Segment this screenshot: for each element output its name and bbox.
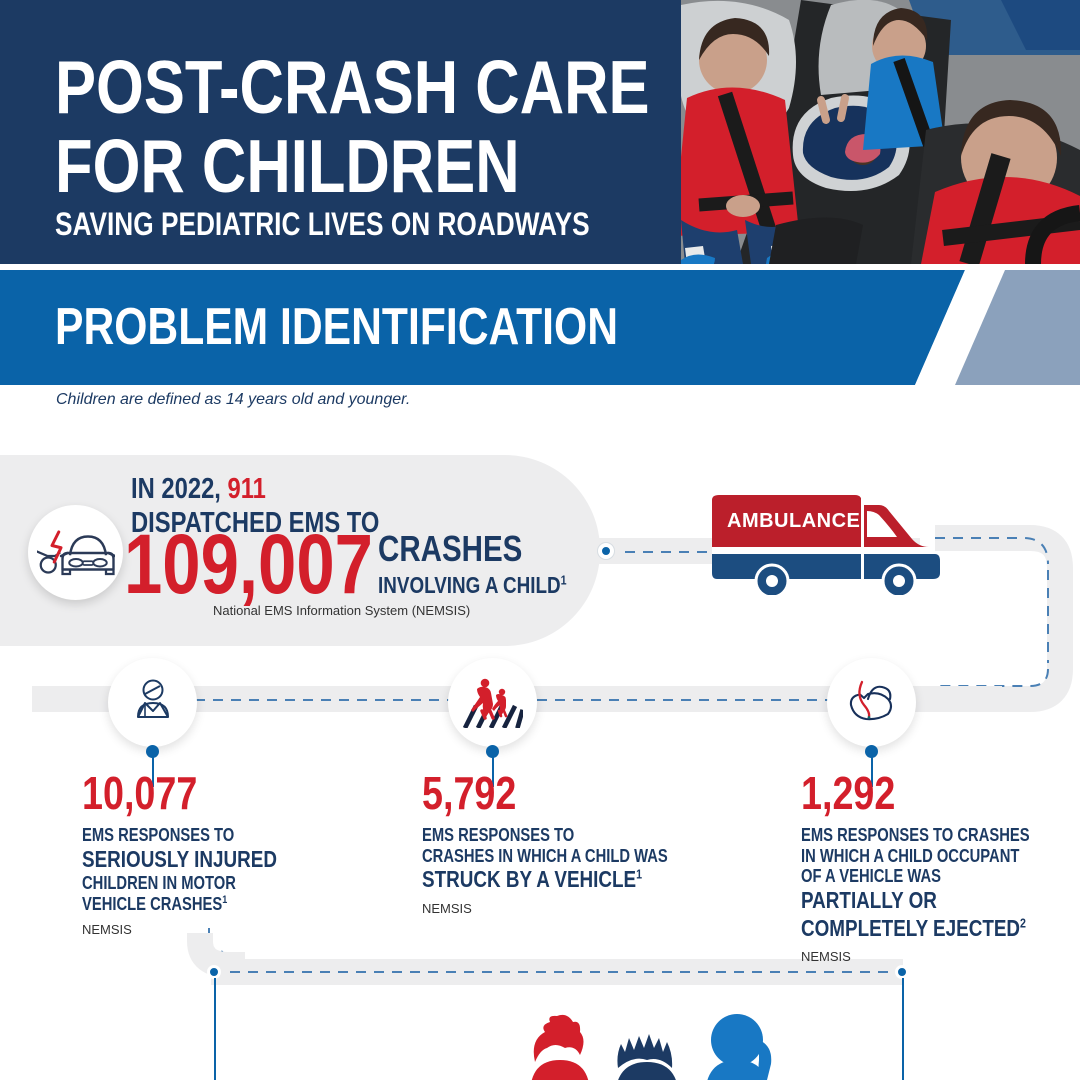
svg-text:AMBULANCE: AMBULANCE: [727, 510, 860, 532]
